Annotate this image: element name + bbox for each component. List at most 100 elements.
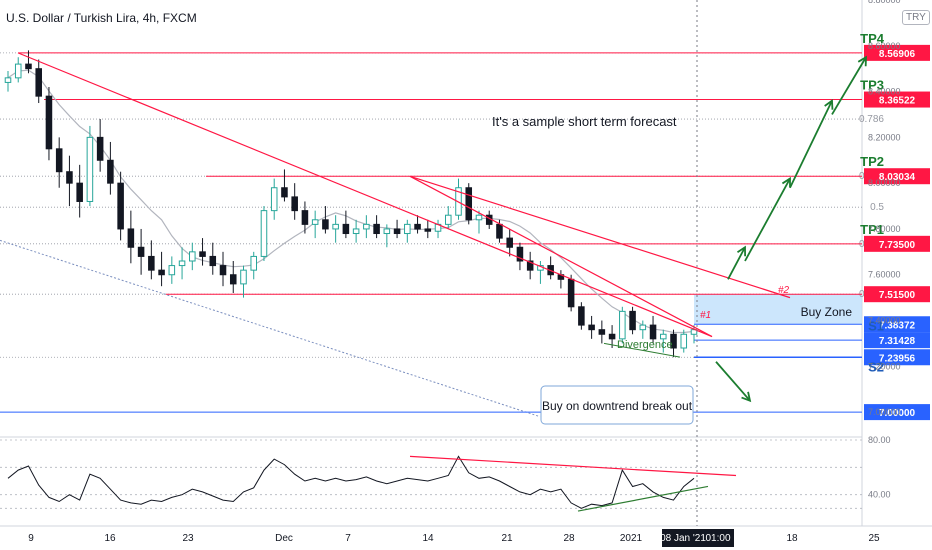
time-axis-tick: 25 [868,533,880,544]
time-axis-tick: 14 [422,533,434,544]
candle-body [619,310,626,340]
time-axis-tick: 21 [501,533,513,544]
long-support-line [0,239,541,418]
time-axis-tick: 23 [182,533,194,544]
price-axis-tick: 7.00000 [868,407,901,417]
candle-body [168,265,176,276]
price-axis-tick: 7.80000 [868,224,901,234]
candle-body [291,196,298,212]
candle-body [516,246,524,262]
candle-body [363,223,370,230]
time-axis-tick: Dec [275,533,293,544]
steep-trend-line [409,175,713,338]
price-level-tag [864,316,930,333]
candle-body [608,333,616,340]
candle-body [352,228,360,235]
candle-body [45,95,53,150]
price-level-tag [864,44,930,61]
candle-body [260,210,268,257]
candle-body [107,159,114,184]
candle-body [270,187,278,212]
rsi-line [7,455,695,509]
time-axis-tick: 2021 [620,533,643,544]
candle-body [219,265,227,276]
time-axis-tick: 9 [28,533,34,544]
time-axis-tick: 16 [104,533,116,544]
candle-body [96,136,104,161]
forecast-arrow-down [715,361,751,402]
divergence-line-price [603,342,681,358]
price-level-value: 7.51500 [879,290,916,301]
level-name-label: S2 [868,359,884,374]
candle-body [414,223,421,230]
price-level-tag [864,235,930,252]
price-level-tag [864,286,930,303]
candle-body [444,214,452,225]
level-name-label: TP3 [860,78,884,93]
rsi-axis-tick: 40.00 [868,490,891,500]
candle-body [567,278,575,308]
forecast-arrow-tp2 [744,178,791,262]
candle-body [639,324,647,331]
buy-zone-box [694,294,862,325]
price-axis-tick: 8.20000 [868,132,901,142]
chart-symbol-title: U.S. Dollar / Turkish Lira, 4h, FXCM [6,11,197,25]
candle-body [35,68,42,97]
candle-body [332,223,339,230]
candle-body [281,187,288,198]
price-axis-tick: 7.20000 [868,361,901,371]
buy-zone-label: Buy Zone [801,305,853,319]
price-level-value: 7.73500 [879,240,916,251]
level-name-label: TP2 [860,154,884,169]
level-name-label: S1 [868,318,884,333]
candle-body [14,63,22,79]
candle-body [393,228,401,235]
time-axis-tick: 28 [563,533,575,544]
price-axis-tick: 8.40000 [868,87,901,97]
price-level-value: 7.38372 [879,320,916,331]
price-level-value: 8.03034 [879,172,916,183]
candle-body [240,269,247,285]
trendline-label: #2 [778,285,790,296]
price-axis-tick: 8.00000 [868,178,901,188]
price-axis-tick: 7.40000 [868,316,901,326]
cursor-date-tag [662,529,734,547]
candle-body [424,228,432,232]
candle-body [4,77,12,83]
candle-body [588,324,595,331]
candle-body [578,306,585,326]
candle-body [311,219,319,225]
candle-body [475,214,483,221]
level-name-label: TP1 [860,222,884,237]
cursor-date-label: 08 Jan '21 [660,533,706,544]
price-level-tag [864,349,930,366]
candle-body [189,251,196,262]
fib-level-label: 0.786 [859,114,884,125]
secondary-trend-line [409,175,791,299]
candle-body [127,228,135,248]
candle-body [117,182,124,230]
price-level-value: 8.36522 [879,96,916,107]
candle-body [383,228,391,235]
candle-body [680,333,688,349]
main-downtrend-line [17,52,713,338]
candle-body [148,255,155,271]
candle-body [373,223,380,235]
forecast-arrow-tp1 [727,246,746,280]
candle-body [86,136,94,202]
trendline-label: #1 [700,310,711,321]
currency-badge[interactable]: TRY [902,10,930,25]
candle-body [322,219,329,230]
candle-body [178,260,186,267]
cursor-time-label: 01:00 [705,533,730,544]
forecast-arrow-tp4 [831,56,867,115]
time-axis-tick: 18 [786,533,798,544]
price-level-tag [864,404,930,421]
forecast-arrow-tp3 [789,100,833,189]
candle-body [342,223,350,235]
price-level-value: 7.23956 [879,353,916,364]
forecast-note: It's a sample short term forecast [492,114,677,129]
candle-body [598,329,606,335]
